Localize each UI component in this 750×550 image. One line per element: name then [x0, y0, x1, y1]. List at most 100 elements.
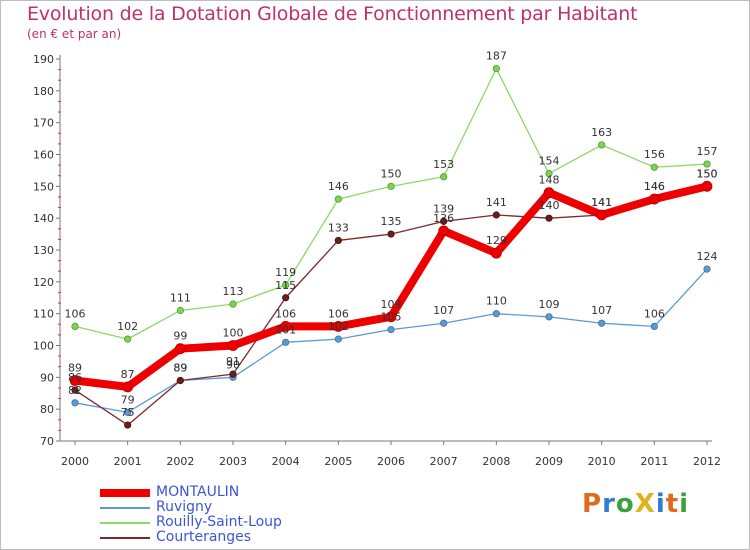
data-point [387, 230, 395, 238]
data-label: 107 [591, 304, 612, 317]
data-label: 101 [275, 323, 296, 336]
data-point [176, 376, 184, 385]
data-point [492, 310, 500, 318]
data-label: 91 [226, 355, 240, 368]
data-point [122, 381, 134, 393]
data-label: 153 [433, 158, 454, 171]
legend-item: Rouilly-Saint-Loup [100, 515, 282, 530]
chart-subtitle: (en € et par an) [27, 27, 122, 41]
data-point [440, 319, 448, 327]
data-point [71, 386, 79, 394]
data-point [69, 375, 81, 386]
data-label: 106 [328, 307, 349, 320]
data-label: 106 [644, 307, 665, 320]
data-label: 100 [223, 327, 244, 340]
data-label: 156 [644, 148, 665, 161]
data-point [71, 322, 79, 330]
data-point [387, 325, 395, 334]
data-point [124, 408, 132, 416]
data-label: 86 [68, 371, 82, 384]
y-tick-label: 120 [33, 276, 54, 289]
data-point [701, 180, 713, 192]
data-point [438, 225, 450, 237]
data-label: 107 [433, 304, 454, 317]
data-point [598, 319, 606, 327]
x-tick-label: 2004 [272, 455, 300, 468]
data-label: 141 [486, 196, 507, 209]
x-tick-label: 2005 [324, 455, 352, 468]
legend-label: Rouilly-Saint-Loup [156, 514, 282, 530]
data-label: 99 [173, 330, 187, 343]
data-label: 105 [381, 311, 402, 324]
data-point [703, 265, 711, 273]
data-point [490, 247, 502, 259]
legend-label: Ruvigny [156, 499, 213, 515]
data-label: 79 [121, 393, 135, 406]
data-point [650, 322, 658, 330]
data-label: 102 [117, 320, 138, 333]
x-tick-label: 2009 [535, 455, 563, 468]
data-point [492, 64, 500, 73]
data-label: 133 [328, 221, 349, 234]
data-label: 136 [433, 212, 454, 225]
data-point [174, 343, 186, 355]
data-label: 148 [539, 174, 560, 187]
legend-swatch [100, 506, 150, 509]
data-point [650, 163, 658, 171]
data-point [545, 313, 553, 321]
y-tick-label: 190 [33, 53, 54, 66]
legend-swatch [100, 521, 150, 524]
data-label: 154 [539, 155, 560, 168]
data-point [334, 335, 342, 343]
data-point [440, 217, 448, 225]
data-point [545, 170, 553, 178]
data-point [385, 311, 397, 323]
x-tick-label: 2007 [430, 455, 458, 468]
data-point [124, 421, 132, 429]
data-label: 139 [433, 202, 454, 215]
y-tick-label: 150 [33, 180, 54, 193]
data-label: 135 [381, 215, 402, 228]
data-label: 89 [173, 362, 187, 375]
y-tick-label: 100 [33, 340, 54, 353]
data-label: 146 [328, 180, 349, 193]
data-point [387, 182, 395, 190]
data-point [282, 281, 290, 289]
y-tick-label: 70 [40, 435, 54, 448]
y-tick-label: 180 [33, 85, 54, 98]
legend-item: Ruvigny [100, 500, 282, 515]
data-point [227, 340, 239, 351]
data-point [440, 173, 448, 181]
data-label: 89 [173, 362, 187, 375]
y-tick-label: 80 [40, 403, 54, 416]
data-label: 102 [328, 320, 349, 333]
data-label: 115 [275, 279, 296, 292]
chart-title: Evolution de la Dotation Globale de Fonc… [27, 3, 638, 25]
legend-label: Courteranges [156, 529, 252, 545]
data-point [229, 300, 237, 308]
y-tick-label: 170 [33, 117, 54, 130]
data-label: 89 [68, 362, 82, 375]
x-tick-label: 2001 [114, 455, 142, 468]
data-label: 163 [591, 126, 612, 139]
data-point [596, 209, 608, 221]
y-tick-label: 90 [40, 371, 54, 384]
x-tick-label: 2003 [219, 455, 247, 468]
data-label: 150 [697, 167, 718, 180]
y-tick-label: 130 [33, 244, 54, 257]
data-label: 119 [275, 266, 296, 279]
data-point [332, 320, 344, 332]
x-tick-label: 2011 [640, 455, 668, 468]
data-label: 106 [65, 307, 86, 320]
x-tick-label: 2002 [166, 455, 194, 468]
data-point [543, 187, 555, 199]
data-label: 109 [381, 298, 402, 311]
x-tick-label: 2006 [377, 455, 405, 468]
legend-swatch [100, 488, 150, 497]
legend-label: MONTAULIN [156, 484, 240, 500]
x-tick-label: 2000 [61, 455, 89, 468]
data-point [280, 320, 292, 332]
data-point [334, 236, 342, 245]
data-point [71, 399, 79, 407]
